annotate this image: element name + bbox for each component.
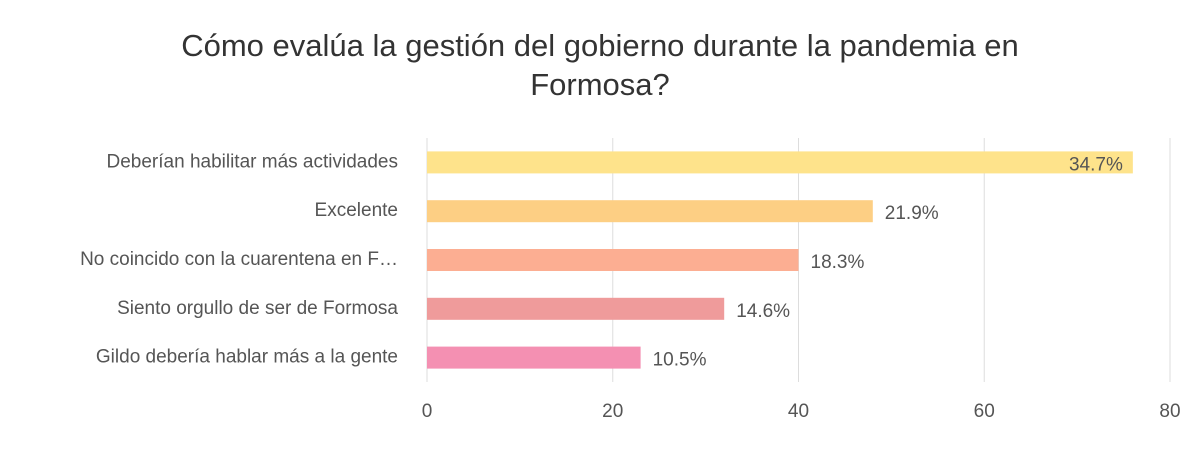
- x-tick-label: 0: [422, 401, 433, 422]
- chart-title: Cómo evalúa la gestión del gobierno dura…: [181, 28, 1019, 102]
- bar: [427, 200, 873, 223]
- x-tick-label: 20: [602, 401, 623, 422]
- value-label: 21.9%: [885, 203, 939, 224]
- bar: [427, 151, 1133, 174]
- x-tick-label: 80: [1159, 401, 1180, 422]
- value-label: 10.5%: [653, 350, 707, 371]
- value-label: 14.6%: [736, 301, 790, 322]
- y-tick-label: No coincido con la cuarentena en F…: [80, 249, 398, 270]
- bar: [427, 249, 799, 271]
- value-label: 34.7%: [1069, 154, 1123, 175]
- bar: [427, 297, 725, 320]
- y-tick-label: Gildo debería hablar más a la gente: [96, 347, 398, 368]
- value-label: 18.3%: [811, 252, 865, 273]
- y-tick-label: Siento orgullo de ser de Formosa: [117, 298, 398, 319]
- y-tick-label: Excelente: [315, 200, 398, 221]
- bar: [427, 346, 641, 369]
- x-tick-label: 60: [974, 401, 995, 422]
- x-tick-label: 40: [788, 401, 809, 422]
- y-tick-label: Deberían habilitar más actividades: [107, 151, 399, 172]
